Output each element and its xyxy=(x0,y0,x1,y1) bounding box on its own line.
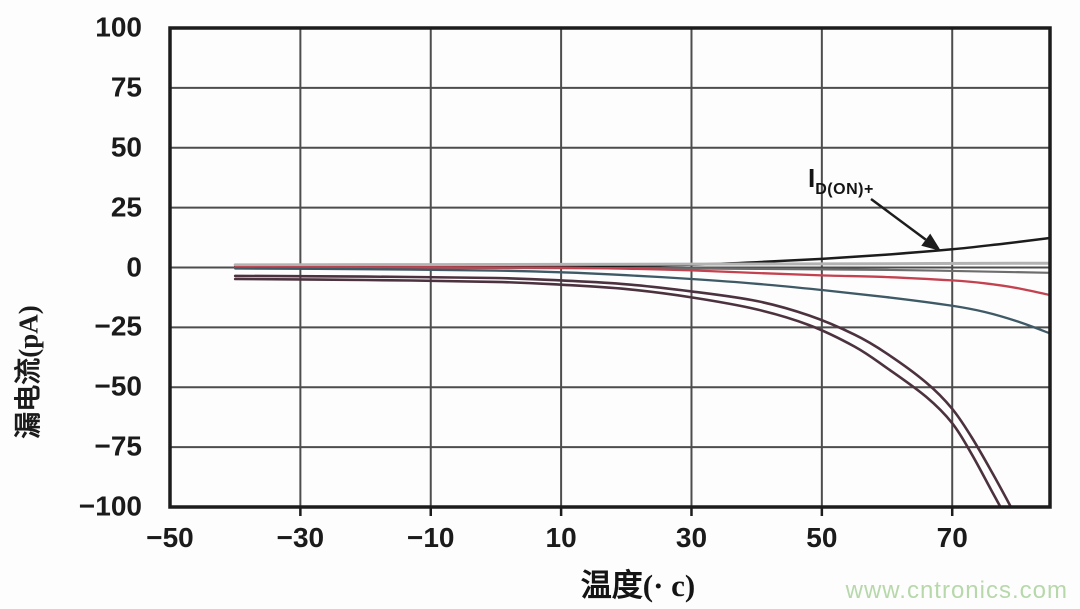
y-tick-label: 100 xyxy=(95,11,142,43)
x-axis-title: 温度(· c) xyxy=(580,568,696,603)
curve-maroon-lower xyxy=(233,277,1002,507)
x-tick-label: 70 xyxy=(936,522,968,553)
x-tick-label: −30 xyxy=(276,522,325,553)
curve-gray-upper xyxy=(233,261,1050,267)
x-tick-label: −50 xyxy=(146,522,194,553)
series-annotation: ID(ON)+ xyxy=(808,163,874,199)
y-tick-label: 25 xyxy=(110,191,142,223)
y-tick-label: 0 xyxy=(126,250,142,282)
y-tick-label: −25 xyxy=(94,310,143,342)
curve-red xyxy=(234,266,1050,297)
y-tick-label: 75 xyxy=(110,71,142,103)
annotation-arrow-line xyxy=(870,197,927,241)
annotation-subscript: D(ON)+ xyxy=(815,181,874,198)
curve-teal xyxy=(234,267,1050,335)
grid xyxy=(170,28,1050,507)
curve-maroon-upper xyxy=(233,274,1013,507)
y-tick-label: −75 xyxy=(94,430,143,462)
x-tick-label: 50 xyxy=(806,522,838,553)
curves xyxy=(233,236,1050,507)
y-tick-label: −100 xyxy=(78,490,142,522)
y-tick-label: 50 xyxy=(110,131,142,163)
annotation-arrowhead xyxy=(921,233,941,251)
x-tick-label: −10 xyxy=(406,522,455,553)
y-tick-label: −50 xyxy=(94,370,143,402)
watermark: www.cntronics.com xyxy=(845,577,1068,604)
x-tick-label: 30 xyxy=(675,522,708,553)
annotation-symbol: I xyxy=(808,163,816,193)
plot-border xyxy=(168,26,1052,509)
y-axis-title: 漏电流(pA) xyxy=(13,305,44,439)
x-tick-label: 10 xyxy=(545,522,577,553)
